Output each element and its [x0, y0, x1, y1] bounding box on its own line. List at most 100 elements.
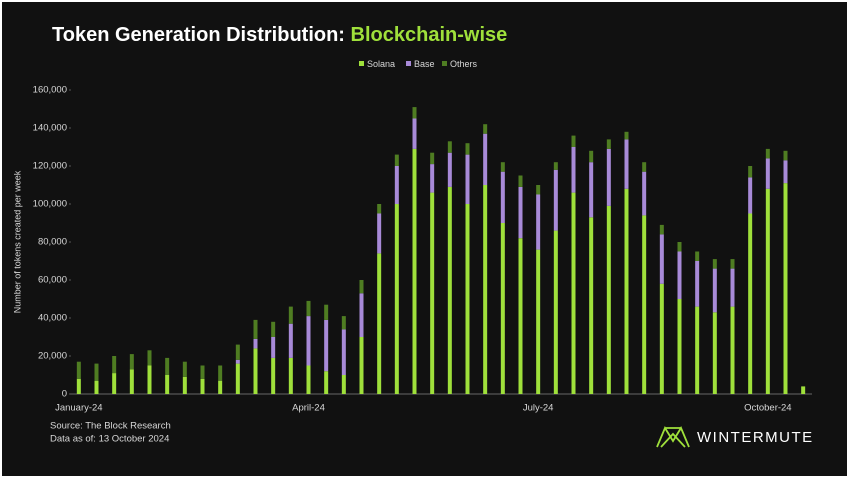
bar-segment [589, 217, 594, 394]
y-tick-label: 0 [62, 389, 67, 400]
bar-segment [377, 204, 382, 214]
bar-segment [112, 373, 117, 394]
bar-segment [341, 316, 346, 330]
bar-segment [624, 139, 629, 189]
bar-segment [589, 162, 594, 218]
legend-swatch [442, 61, 447, 66]
x-tick-label: October-24 [744, 403, 792, 414]
bar-segment [200, 365, 205, 379]
bar-segment [536, 185, 541, 195]
bar-segment [483, 133, 488, 185]
bar-segment [712, 312, 717, 394]
bar-segment [235, 359, 240, 364]
y-tick-label: 60,000 [38, 275, 67, 286]
bar-segment [182, 376, 187, 394]
bar-segment [553, 169, 558, 231]
bar-segment [377, 213, 382, 254]
legend-label: Solana [367, 59, 395, 69]
bar-segment [341, 375, 346, 394]
bar-segment [730, 259, 735, 269]
bar-segment [200, 378, 205, 394]
bar-segment [712, 268, 717, 313]
bar-segment [218, 365, 223, 381]
bar-segment [483, 124, 488, 134]
bar-segment [695, 251, 700, 261]
bar-segment [359, 337, 364, 394]
bar-segment [500, 171, 505, 223]
bar-segment [536, 194, 541, 250]
bar-segment [394, 204, 399, 394]
bar-segment [765, 148, 770, 159]
bar-segment [165, 357, 170, 375]
bar-segment [165, 375, 170, 394]
bar-segment [606, 205, 611, 394]
x-tick-label: January-24 [55, 403, 103, 414]
bar-segment [253, 348, 258, 394]
bar-segment [571, 135, 576, 147]
bar-segment [112, 356, 117, 374]
legend-swatch [406, 61, 411, 66]
bar-segment [306, 365, 311, 394]
bar-segment [76, 378, 81, 394]
bar-segment [412, 118, 417, 149]
bar-segment [218, 380, 223, 394]
bar-segment [235, 363, 240, 394]
y-axis-title: Number of tokens created per week [12, 170, 22, 313]
brand: WINTERMUTE [697, 429, 814, 446]
bar-segment [642, 171, 647, 216]
bar-segment [324, 319, 329, 372]
bar-segment [182, 361, 187, 377]
bar-segment [730, 268, 735, 307]
bar-segment [447, 141, 452, 153]
bar-segment [712, 259, 717, 269]
logo-icon [656, 426, 690, 448]
bar-segment [235, 344, 240, 360]
y-tick-label: 20,000 [38, 351, 67, 362]
chart-title: Token Generation Distribution: Blockchai… [52, 24, 507, 46]
bar-segment [306, 300, 311, 317]
bar-segment [412, 107, 417, 119]
bar-segment [394, 166, 399, 204]
bar-segment [147, 365, 152, 394]
y-tick-label: 100,000 [33, 199, 67, 210]
bar-segment [589, 150, 594, 163]
bar-segment [76, 361, 81, 379]
bar-segment [465, 143, 470, 155]
bar-segment [624, 131, 629, 140]
bar-segment [695, 261, 700, 307]
bar-segment [147, 350, 152, 366]
bar-segment [518, 175, 523, 187]
bar-segment [430, 164, 435, 193]
bar-segment [518, 238, 523, 394]
title-highlight: Blockchain-wise [351, 24, 508, 46]
bar-segment [483, 185, 488, 394]
data-note: Data as of: 13 October 2024 [50, 434, 169, 445]
bar-segment [288, 323, 293, 358]
y-tick-label: 120,000 [33, 161, 67, 172]
y-tick-label: 80,000 [38, 237, 67, 248]
legend-label: Base [414, 59, 435, 69]
x-tick-label: July-24 [523, 403, 554, 414]
bar-segment [783, 160, 788, 184]
y-tick-label: 160,000 [33, 85, 67, 96]
bar-segment [748, 166, 753, 178]
bar-segment [271, 337, 276, 358]
bar-segment [571, 192, 576, 394]
bar-segment [253, 319, 258, 339]
bar-segment [748, 213, 753, 394]
bar-segment [271, 357, 276, 394]
bar-segment [765, 158, 770, 189]
bar-segment [377, 253, 382, 394]
y-tick-label: 40,000 [38, 313, 67, 324]
bar-segment [642, 215, 647, 394]
bar-segment [642, 162, 647, 172]
bar-segment [430, 152, 435, 165]
bar-segment [253, 338, 258, 349]
bar-segment [624, 188, 629, 394]
bar-segment [359, 293, 364, 337]
bar-segment [677, 251, 682, 299]
bar-segment [324, 304, 329, 320]
bar-segment [306, 316, 311, 366]
